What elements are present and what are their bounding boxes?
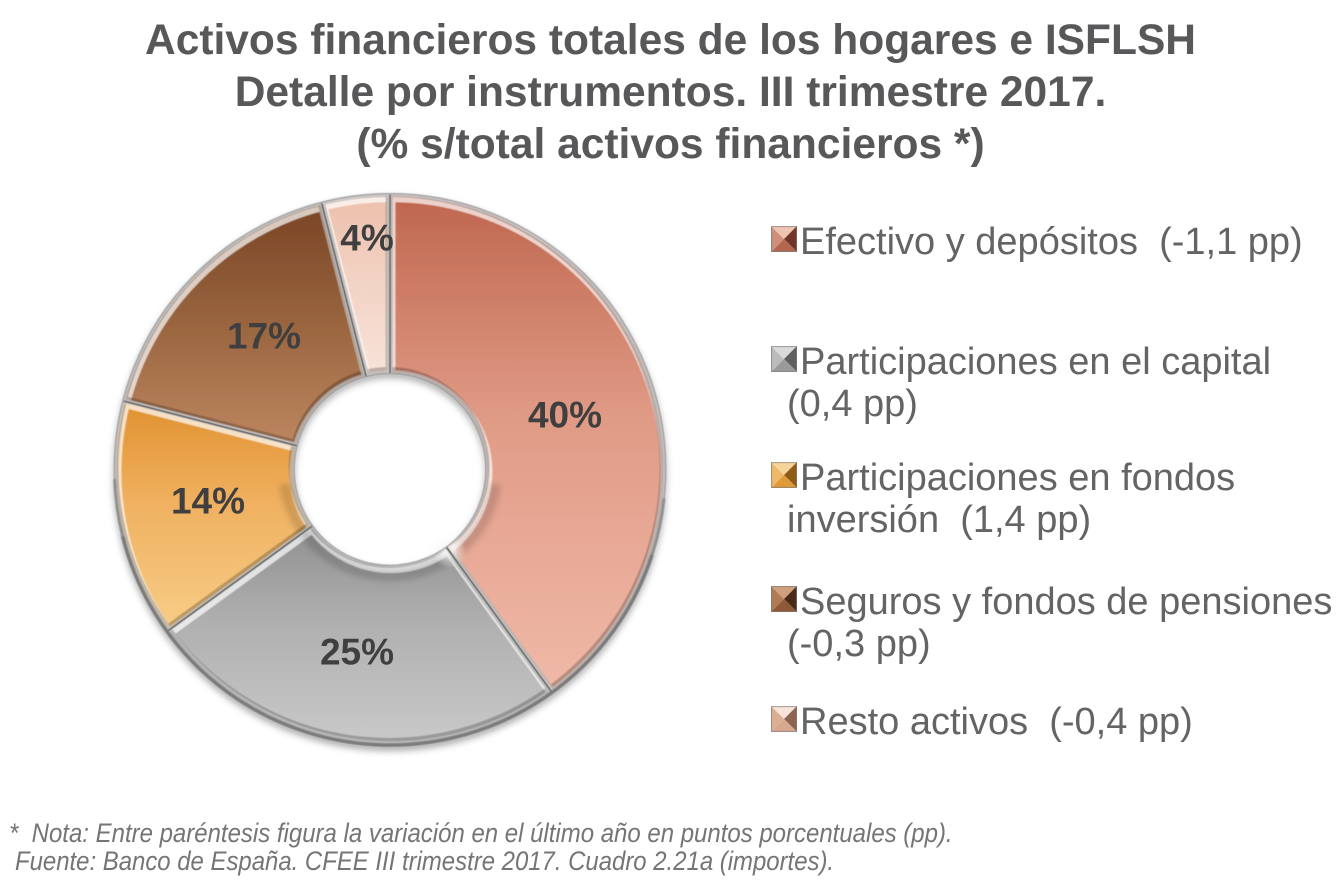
svg-text:25%: 25% xyxy=(320,632,394,673)
svg-text:14%: 14% xyxy=(171,481,245,522)
svg-text:17%: 17% xyxy=(227,316,301,357)
svg-text:40%: 40% xyxy=(528,395,602,436)
svg-text:4%: 4% xyxy=(340,218,393,259)
